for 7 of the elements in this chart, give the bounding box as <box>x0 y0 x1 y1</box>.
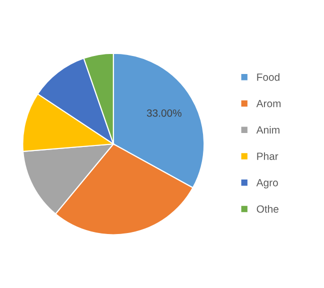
legend-label: Anim <box>256 126 280 134</box>
legend-label: Agro <box>256 179 278 188</box>
legend-label: Food <box>257 73 280 81</box>
legend-label: Phar <box>257 152 278 160</box>
legend-label: Othe <box>256 205 278 213</box>
data-label: 33.00% <box>146 109 182 117</box>
legend-label: Arom <box>256 100 281 108</box>
